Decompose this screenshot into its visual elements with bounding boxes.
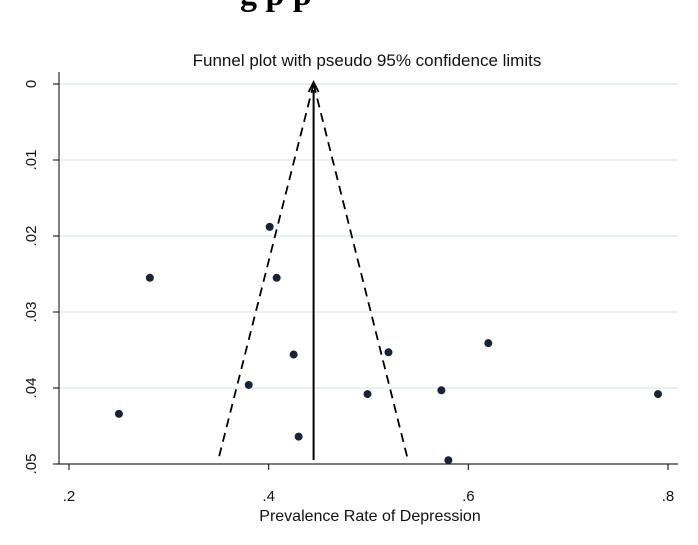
y-tick-label: .01 [23,150,40,171]
study-point [145,273,154,282]
study-point [484,339,493,348]
study-point [363,390,372,399]
study-point [272,273,281,282]
study-point [384,348,393,357]
lower-confidence-limit [217,83,315,459]
y-tick-label: .02 [23,226,40,247]
study-point [654,390,663,399]
tick-labels: 0 .01 .02 .03 .04 .05 .2 .4 .6 .8 [23,80,674,505]
upper-confidence-limit [312,83,409,459]
study-point [114,409,123,418]
cropped-page-header: g p p [0,0,698,22]
y-tick-label: .05 [23,454,40,475]
x-tick-label: .4 [262,488,275,505]
y-tick-label: .03 [23,302,40,323]
study-point [444,456,453,465]
axes [58,72,678,465]
pooled-estimate-arrowhead [307,79,320,93]
cropped-header-text: g p p [240,0,312,14]
x-tick-label: .8 [662,488,675,505]
study-point [244,380,253,389]
study-point [294,432,303,441]
study-point [289,350,298,359]
funnel-limits [217,79,409,460]
x-tick-label: .2 [63,488,76,505]
x-axis-title: Prevalence Rate of Depression [259,508,480,525]
study-point [265,222,274,231]
study-points [114,222,663,465]
y-tick-label: 0 [23,80,40,88]
y-tick-label: .04 [23,378,40,399]
study-point [437,386,446,395]
chart-title: Funnel plot with pseudo 95% confidence l… [193,51,542,70]
x-tick-label: .6 [462,488,475,505]
grid-lines [59,83,678,465]
